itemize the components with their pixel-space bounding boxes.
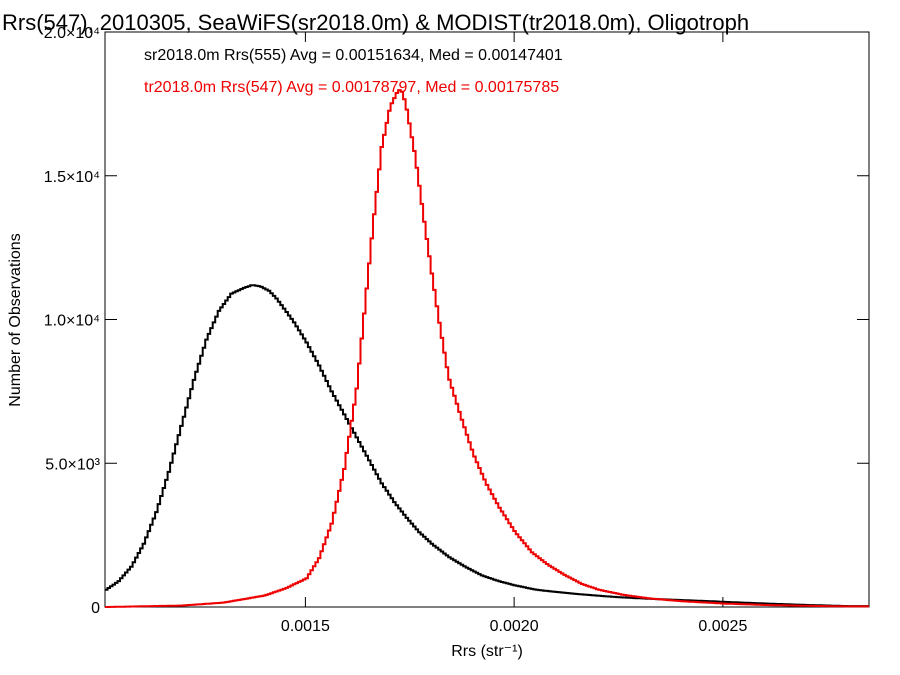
x-tick-label: 0.0025 bbox=[698, 618, 747, 635]
y-tick-label: 0 bbox=[91, 600, 100, 617]
y-tick-label: 1.5×10⁴ bbox=[44, 169, 100, 186]
x-tick-label: 0.0015 bbox=[281, 618, 330, 635]
legend-label-sr2018: sr2018.0m Rrs(555) Avg = 0.00151634, Med… bbox=[144, 47, 563, 64]
y-tick-label: 5.0×10³ bbox=[45, 456, 100, 473]
y-tick-label: 2.0×10⁴ bbox=[44, 25, 100, 42]
x-axis-label: Rrs (str⁻¹) bbox=[451, 643, 523, 660]
series-line-1 bbox=[105, 89, 869, 608]
series-line-0 bbox=[105, 284, 869, 608]
legend-label-tr2018: tr2018.0m Rrs(547) Avg = 0.00178797, Med… bbox=[144, 79, 559, 96]
y-tick-label: 1.0×10⁴ bbox=[44, 313, 100, 330]
x-tick-label: 0.0020 bbox=[490, 618, 539, 635]
y-axis-label: Number of Observations bbox=[7, 233, 24, 406]
plot-frame bbox=[104, 31, 870, 608]
chart-title: Rrs(547), 2010305, SeaWiFS(sr2018.0m) & … bbox=[2, 10, 749, 35]
